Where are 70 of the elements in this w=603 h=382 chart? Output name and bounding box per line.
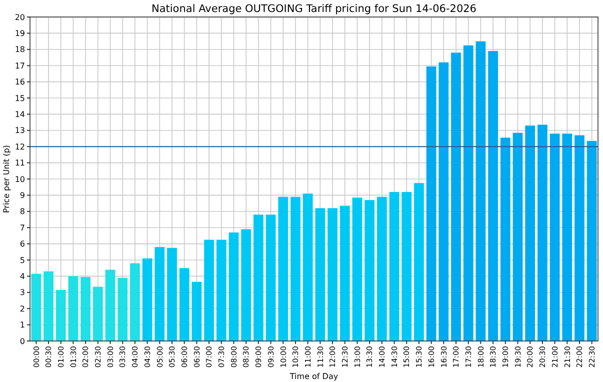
x-axis-title: Time of Day <box>288 372 338 381</box>
y-tick-label: 11 <box>14 158 25 168</box>
bar <box>92 286 103 341</box>
y-tick-label: 9 <box>20 191 25 200</box>
bar <box>142 258 152 341</box>
y-tick-label: 14 <box>14 110 25 119</box>
bar <box>56 290 66 341</box>
bar <box>488 51 498 341</box>
bar <box>154 247 165 341</box>
bar <box>414 183 424 341</box>
bar <box>179 268 190 341</box>
bar <box>80 277 91 341</box>
bar <box>241 229 252 341</box>
y-tick-label: 6 <box>20 240 25 249</box>
bar <box>340 206 350 341</box>
bar <box>376 196 387 341</box>
bar <box>328 208 338 341</box>
bar <box>586 140 597 341</box>
bar <box>574 135 584 341</box>
bar <box>426 66 436 341</box>
y-tick-label: 7 <box>20 223 25 232</box>
bar <box>402 192 412 341</box>
bar <box>500 138 510 341</box>
bar <box>352 198 362 341</box>
y-tick-label: 16 <box>14 78 25 87</box>
bar <box>315 208 326 341</box>
bar <box>389 192 400 341</box>
y-tick-label: 19 <box>14 29 25 38</box>
bar <box>278 196 288 341</box>
bar <box>550 134 560 341</box>
y-tick-label: 0 <box>20 336 25 346</box>
y-tick-label: 18 <box>14 45 25 54</box>
bar <box>118 278 128 341</box>
y-tick-label: 10 <box>14 174 25 184</box>
bar <box>438 62 449 341</box>
y-tick-label: 13 <box>14 126 25 136</box>
y-tick-label: 12 <box>14 142 25 152</box>
bar <box>192 282 202 341</box>
y-tick-label: 5 <box>20 256 25 265</box>
bar <box>562 134 572 341</box>
bar <box>266 214 276 341</box>
bar <box>105 270 116 341</box>
bar <box>451 52 461 341</box>
bar <box>525 126 536 341</box>
bar <box>476 41 486 341</box>
bar <box>68 276 78 341</box>
y-tick-label: 4 <box>20 272 25 281</box>
bar <box>204 240 214 341</box>
bar <box>512 132 523 341</box>
bar <box>167 248 177 341</box>
bar <box>290 196 300 341</box>
bar <box>228 232 239 341</box>
bar <box>31 274 42 341</box>
bar <box>253 214 264 341</box>
y-tick-label: 15 <box>14 94 25 103</box>
y-axis-title: Price per Unit (p) <box>2 144 11 214</box>
y-tick-label: 1 <box>20 320 25 330</box>
bar <box>216 240 226 341</box>
bar <box>463 45 474 341</box>
bar <box>130 263 140 341</box>
bar <box>364 200 375 341</box>
y-tick-label: 3 <box>20 288 25 298</box>
y-tick-label: 2 <box>20 304 25 314</box>
y-tick-label: 20 <box>14 12 25 22</box>
y-tick-label: 17 <box>14 61 25 70</box>
chart-title: National Average OUTGOING Tariff pricing for Sun 14-06-2026 <box>151 3 477 15</box>
bar <box>44 271 54 341</box>
bar <box>537 124 548 341</box>
bar <box>302 194 313 341</box>
y-tick-label: 8 <box>20 207 25 216</box>
